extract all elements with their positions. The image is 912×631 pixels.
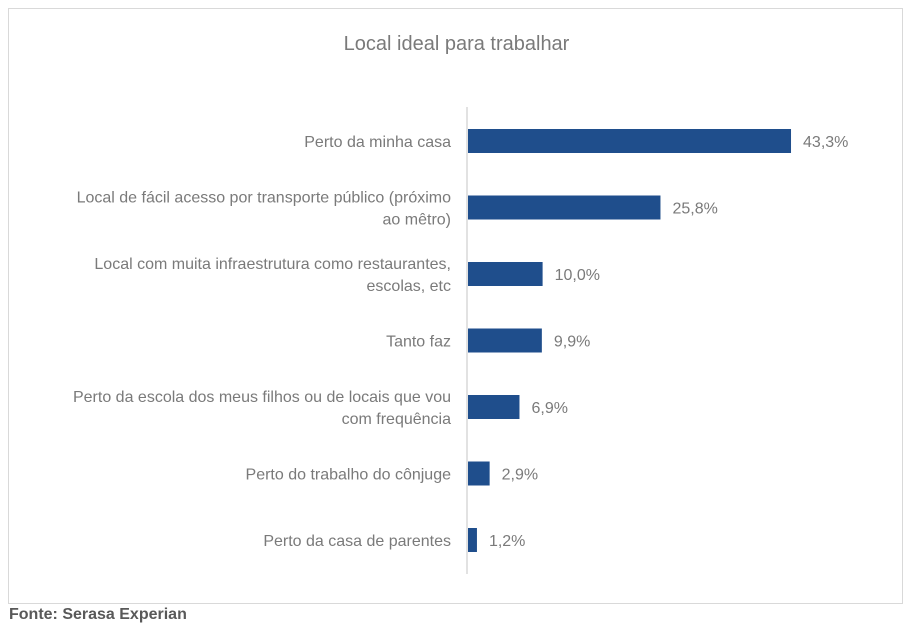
data-label: 25,8% xyxy=(672,201,717,218)
bar xyxy=(468,262,543,286)
bar xyxy=(468,528,477,552)
data-label: 1,2% xyxy=(489,533,525,550)
data-label: 6,9% xyxy=(531,400,567,417)
chart-title: Local ideal para trabalhar xyxy=(343,33,570,55)
data-label: 10,0% xyxy=(555,267,600,284)
data-label: 9,9% xyxy=(554,334,590,351)
bar xyxy=(468,328,542,353)
category-label: Local de fácil acesso por transporte púb… xyxy=(77,190,452,207)
bar xyxy=(468,395,520,419)
category-label: Perto da minha casa xyxy=(304,134,451,151)
data-label: 43,3% xyxy=(803,134,848,151)
category-label: Tanto faz xyxy=(386,334,451,351)
category-label: escolas, etc xyxy=(367,278,451,295)
bar xyxy=(468,129,792,153)
source-note: Fonte: Serasa Experian xyxy=(9,606,187,623)
bar xyxy=(468,461,490,486)
category-label: com frequência xyxy=(342,411,451,428)
category-label: ao mêtro) xyxy=(383,212,451,229)
category-label: Perto da escola dos meus filhos ou de lo… xyxy=(73,389,451,406)
category-label: Perto da casa de parentes xyxy=(263,533,451,550)
category-label: Perto do trabalho do cônjuge xyxy=(246,467,452,484)
bar xyxy=(468,195,661,220)
data-label: 2,9% xyxy=(502,467,538,484)
category-label: Local com muita infraestrutura como rest… xyxy=(94,256,451,273)
bar-chart: 43,3% Perto da minha casa 25,8% Local de fá… xyxy=(73,107,848,574)
chart-frame: Local ideal para trabalhar 43,3% Perto da… xyxy=(8,8,903,604)
